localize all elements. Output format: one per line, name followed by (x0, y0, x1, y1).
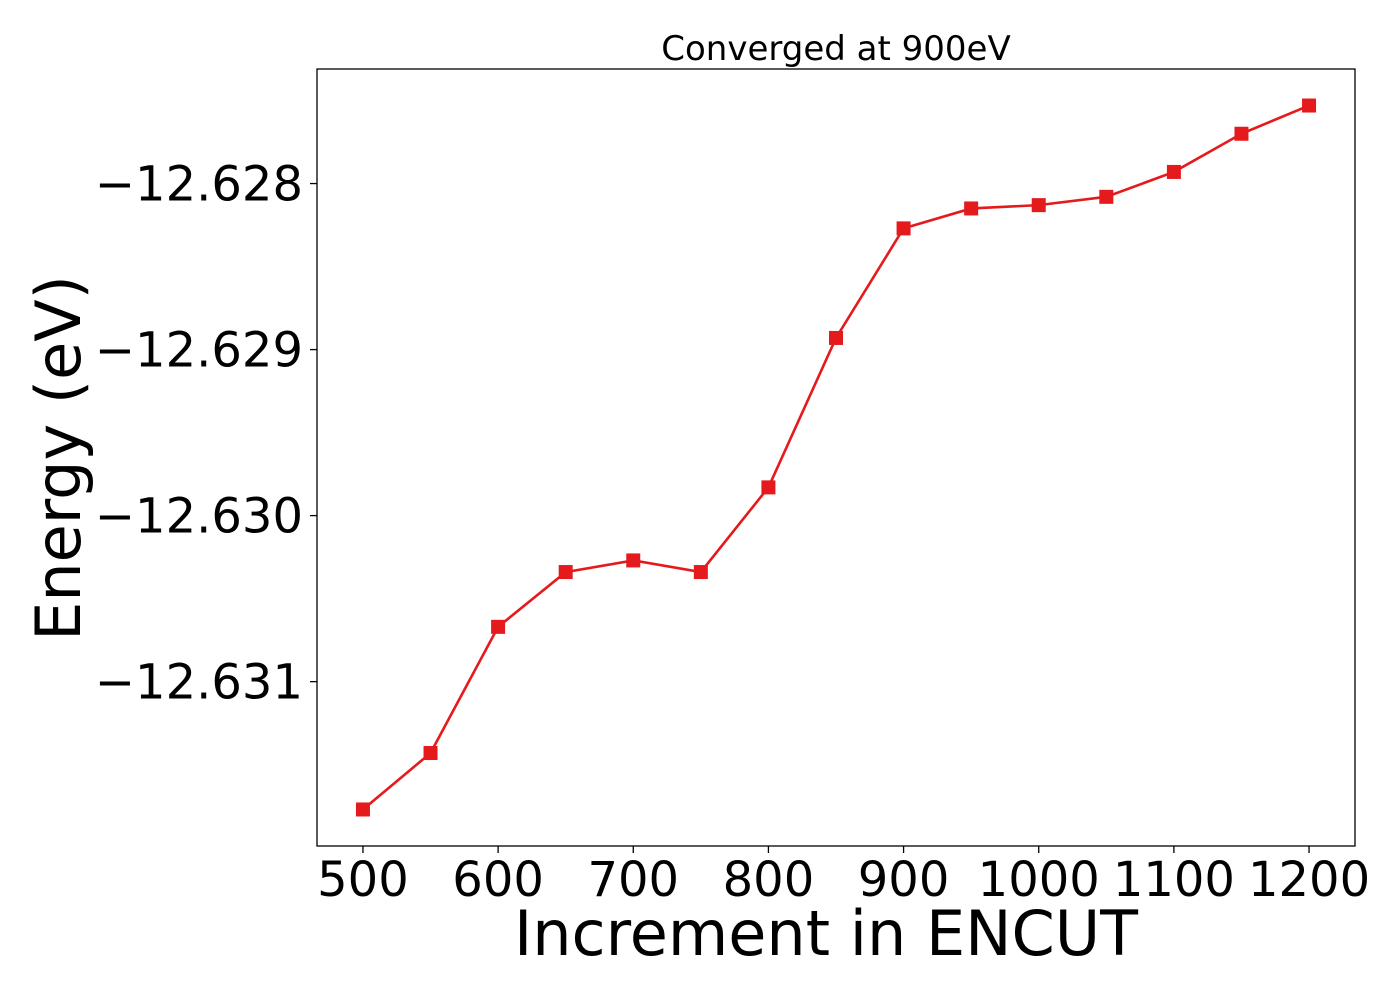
x-tick-label: 500 (317, 852, 409, 908)
data-point-marker (1031, 198, 1046, 213)
data-point-marker (1099, 189, 1114, 204)
y-axis-ticks: −12.628 −12.629 −12.630 −12.631 (95, 157, 317, 711)
x-axis-label: Increment in ENCUT (514, 897, 1139, 970)
x-tick-label: 900 (858, 852, 950, 908)
x-tick-label: 1000 (978, 852, 1100, 908)
y-axis-label: Energy (eV) (22, 275, 95, 641)
data-point-marker (1166, 164, 1181, 179)
y-tick-label: −12.631 (95, 655, 303, 711)
data-point-marker (896, 221, 911, 236)
chart-title: Converged at 900eV (661, 29, 1010, 69)
data-point-marker (423, 746, 438, 761)
series-line (362, 104, 1310, 811)
y-tick-label: −12.630 (95, 489, 303, 545)
data-point-marker (558, 565, 573, 580)
data-point-marker (355, 802, 370, 817)
x-tick-label: 1100 (1113, 852, 1235, 908)
data-point-marker (829, 330, 843, 345)
data-point-marker (761, 480, 776, 495)
x-tick-label: 1200 (1248, 852, 1370, 908)
series-layer (355, 98, 1317, 817)
y-tick-label: −12.629 (95, 323, 303, 379)
data-point-marker (1234, 126, 1249, 141)
plot-area-frame (316, 68, 1356, 847)
data-point-marker (491, 619, 506, 634)
x-tick-label: 700 (587, 852, 679, 908)
y-tick-label: −12.628 (95, 157, 303, 213)
x-tick-label: 600 (452, 852, 544, 908)
data-point-marker (1302, 98, 1317, 113)
data-point-marker (626, 553, 641, 568)
data-point-marker (964, 201, 979, 216)
x-tick-label: 800 (723, 852, 815, 908)
data-point-marker (693, 565, 708, 580)
x-axis-ticks: 500 600 700 800 900 1000 1100 1200 (317, 846, 1370, 908)
